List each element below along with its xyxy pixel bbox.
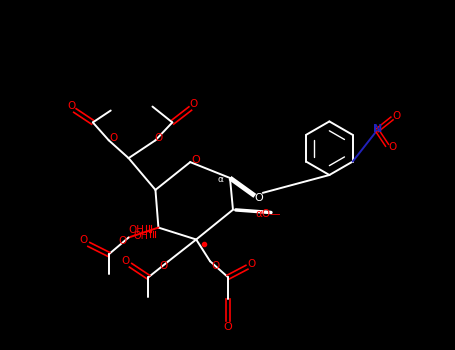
- Text: O: O: [389, 142, 397, 152]
- Text: O: O: [248, 259, 256, 269]
- Text: O: O: [110, 133, 118, 143]
- Text: O: O: [118, 237, 127, 246]
- Text: O: O: [223, 322, 233, 332]
- Text: O: O: [154, 133, 162, 143]
- Text: O: O: [393, 111, 401, 121]
- Text: O: O: [211, 261, 219, 271]
- Text: O: O: [159, 261, 167, 271]
- Text: αO—: αO—: [255, 209, 280, 219]
- Text: N: N: [374, 124, 383, 134]
- Text: O: O: [121, 256, 130, 266]
- Text: O: O: [189, 99, 197, 108]
- Text: O: O: [80, 236, 88, 245]
- Text: O: O: [68, 100, 76, 111]
- Text: OH: OH: [129, 225, 145, 235]
- Text: O: O: [254, 193, 263, 203]
- Text: OH: OH: [133, 231, 148, 240]
- Text: O: O: [192, 155, 201, 165]
- Text: α: α: [217, 175, 223, 184]
